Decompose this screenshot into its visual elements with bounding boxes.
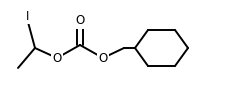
Text: O: O — [76, 14, 84, 27]
Text: I: I — [26, 9, 30, 23]
Text: O: O — [52, 52, 62, 64]
Text: O: O — [98, 52, 108, 64]
